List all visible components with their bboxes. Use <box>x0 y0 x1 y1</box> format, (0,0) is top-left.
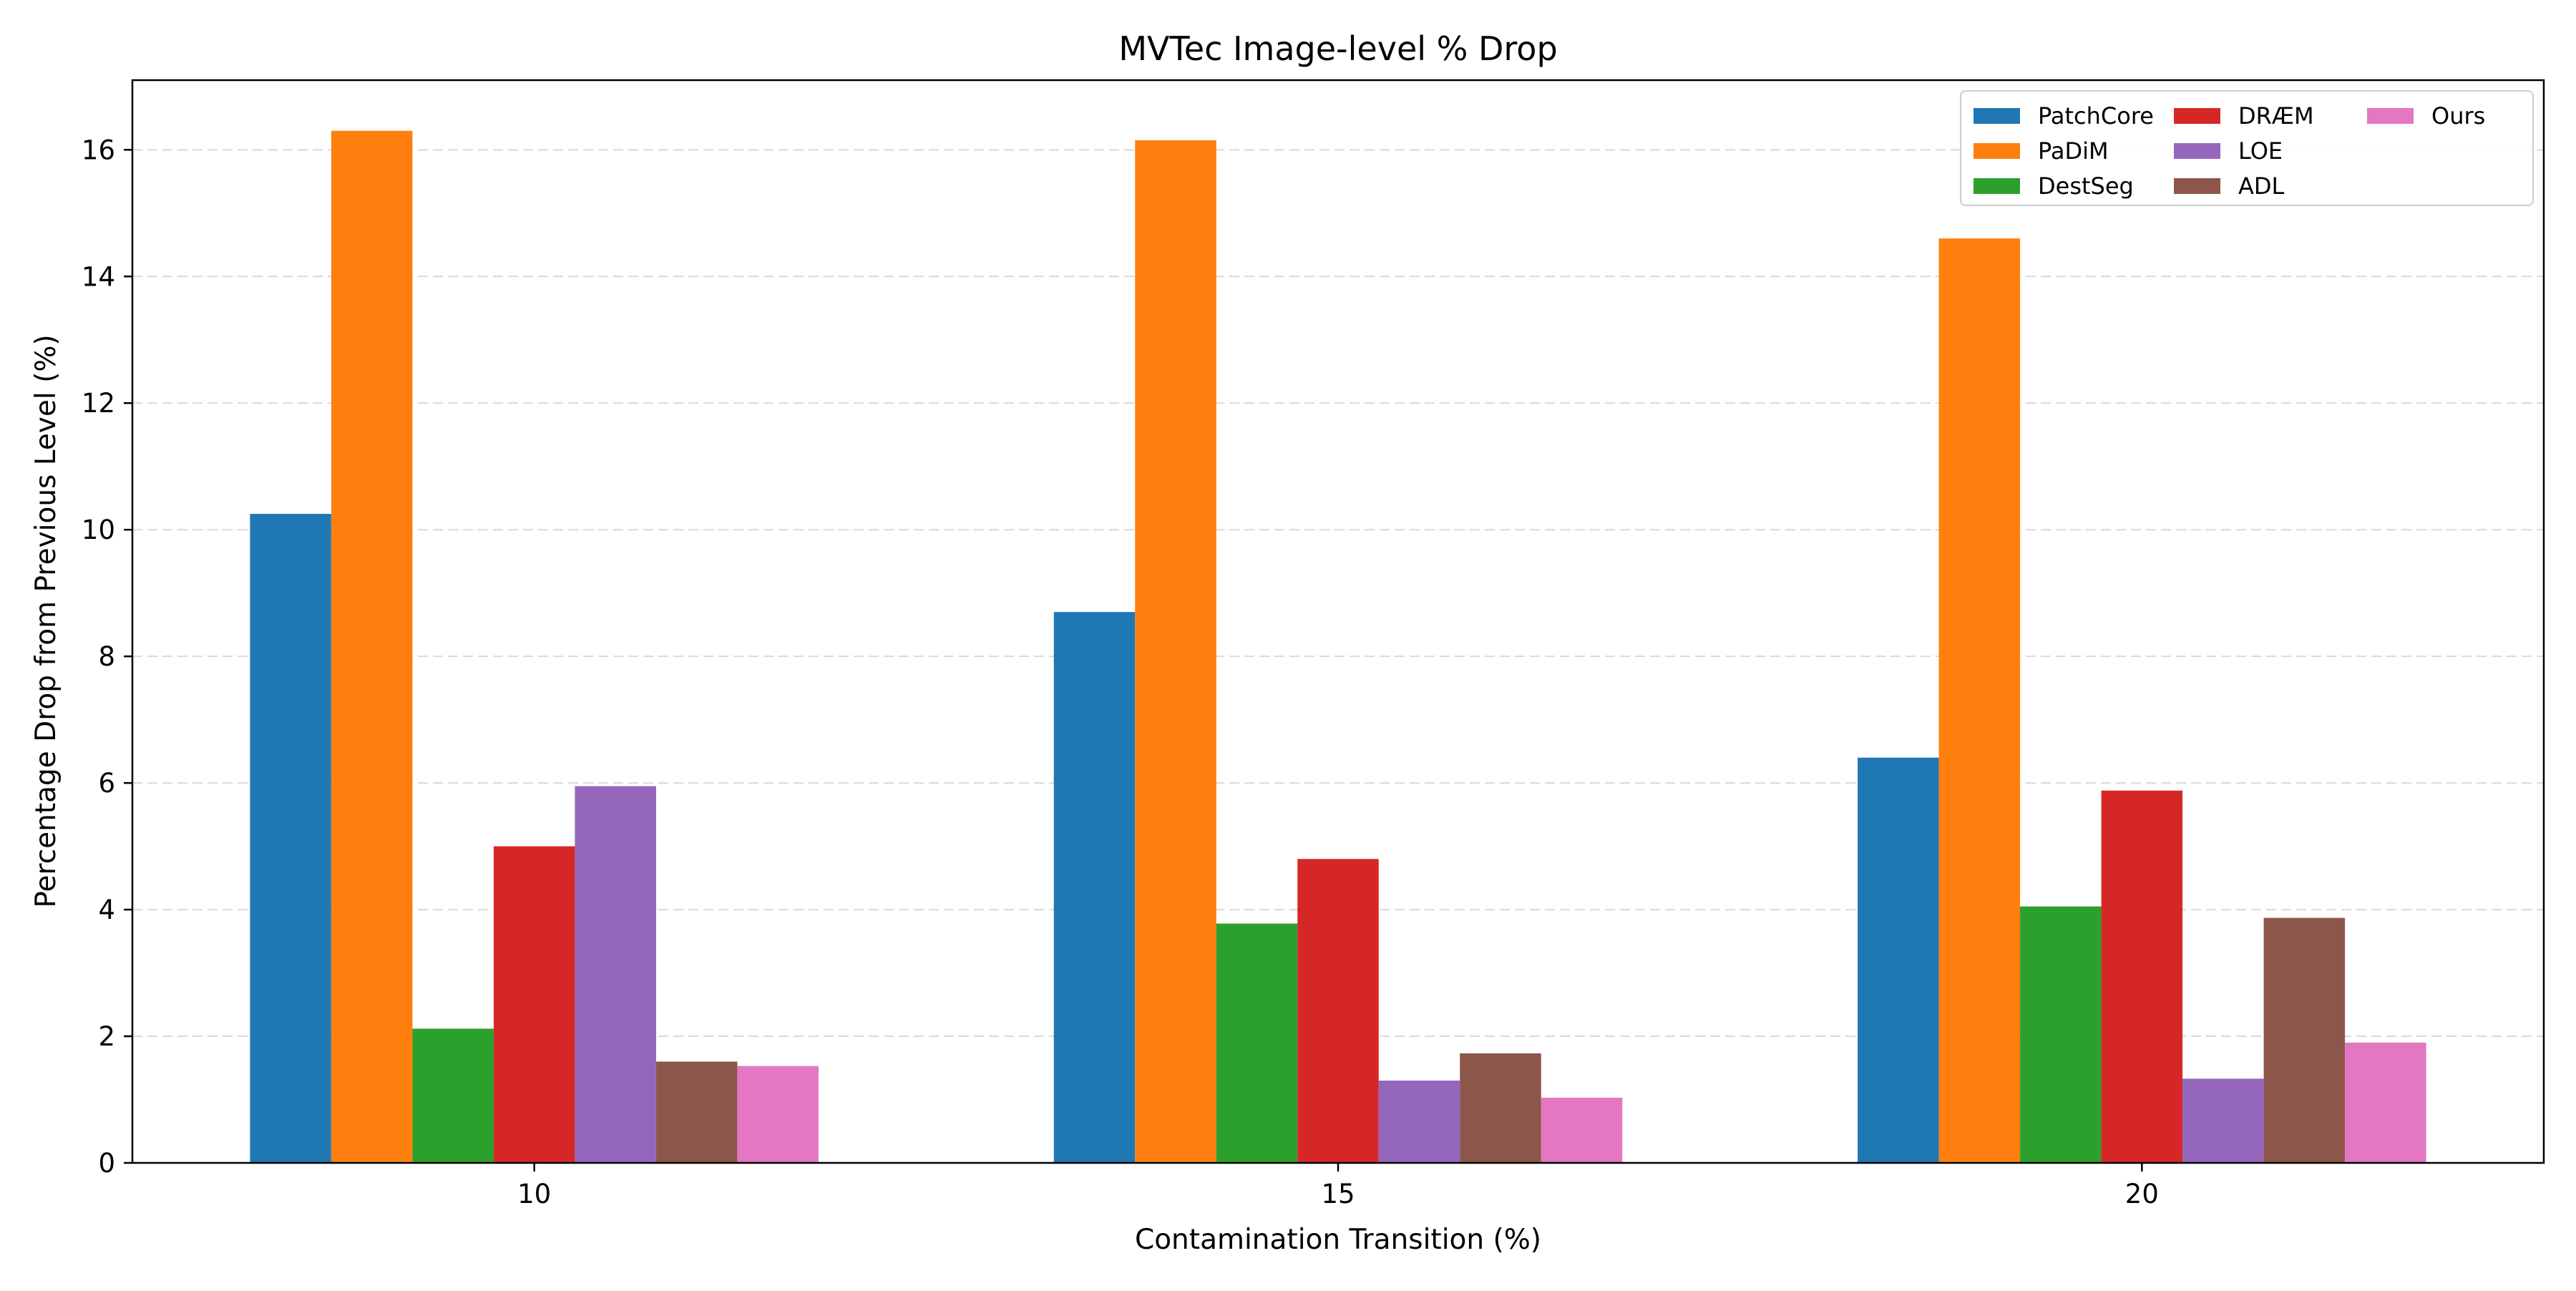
bar-loe-15 <box>1378 1080 1460 1163</box>
bar-dræm-10 <box>493 846 575 1163</box>
bars <box>250 130 2426 1164</box>
y-axis-label: Percentage Drop from Previous Level (%) <box>30 334 62 907</box>
bar-patchcore-10 <box>250 514 331 1163</box>
bar-adl-20 <box>2263 917 2346 1163</box>
x-tick-label: 20 <box>2125 1179 2159 1209</box>
bar-padim-10 <box>331 130 413 1163</box>
bar-destseg-10 <box>412 1028 494 1163</box>
bar-patchcore-15 <box>1053 612 1136 1163</box>
bar-dræm-20 <box>2101 790 2183 1163</box>
legend-swatch-adl <box>2174 178 2220 194</box>
legend: PatchCore PaDiM DestSeg DRÆM LOE ADL Ours <box>1960 90 2534 206</box>
bar-padim-15 <box>1135 140 1216 1164</box>
y-tick-label: 14 <box>82 261 115 292</box>
legend-swatch-destseg <box>1974 178 2020 194</box>
chart-title: MVTec Image-level % Drop <box>1118 29 1557 68</box>
legend-swatch-ours <box>2367 108 2414 124</box>
bar-destseg-20 <box>2020 906 2102 1163</box>
legend-swatch-dræm <box>2174 108 2220 124</box>
legend-label-ours: Ours <box>2431 102 2485 130</box>
x-axis: 10 15 20 <box>517 1163 2159 1209</box>
bar-ours-10 <box>737 1066 819 1163</box>
bar-padim-20 <box>1938 238 2021 1163</box>
legend-swatch-loe <box>2174 143 2220 159</box>
legend-swatch-patchcore <box>1974 108 2020 124</box>
legend-label-patchcore: PatchCore <box>2038 102 2154 130</box>
y-tick-label: 16 <box>82 135 115 165</box>
y-tick-label: 10 <box>82 515 115 545</box>
bar-loe-20 <box>2182 1078 2264 1163</box>
bar-patchcore-20 <box>1858 757 1939 1163</box>
x-tick-label: 15 <box>1321 1179 1355 1209</box>
legend-label-destseg: DestSeg <box>2038 172 2134 200</box>
bar-ours-15 <box>1541 1097 1623 1163</box>
bar-destseg-15 <box>1216 923 1298 1163</box>
bar-adl-15 <box>1460 1053 1541 1163</box>
y-tick-label: 4 <box>98 895 115 925</box>
y-tick-label: 12 <box>82 388 115 419</box>
bar-ours-20 <box>2345 1042 2426 1163</box>
bar-loe-10 <box>575 786 656 1163</box>
x-tick-label: 10 <box>517 1179 551 1209</box>
legend-swatch-padim <box>1974 143 2020 159</box>
x-axis-label: Contamination Transition (%) <box>1135 1224 1541 1256</box>
legend-label-dræm: DRÆM <box>2238 102 2314 130</box>
y-tick-label: 8 <box>98 641 115 672</box>
bar-dræm-15 <box>1297 859 1379 1163</box>
y-tick-label: 2 <box>98 1021 115 1052</box>
y-tick-label: 0 <box>98 1148 115 1179</box>
y-axis: 0 2 4 6 8 10 12 14 16 <box>82 135 132 1179</box>
legend-label-padim: PaDiM <box>2038 137 2109 165</box>
bar-adl-10 <box>655 1061 738 1163</box>
legend-label-loe: LOE <box>2238 137 2283 165</box>
legend-label-adl: ADL <box>2238 172 2285 200</box>
y-tick-label: 6 <box>98 768 115 799</box>
